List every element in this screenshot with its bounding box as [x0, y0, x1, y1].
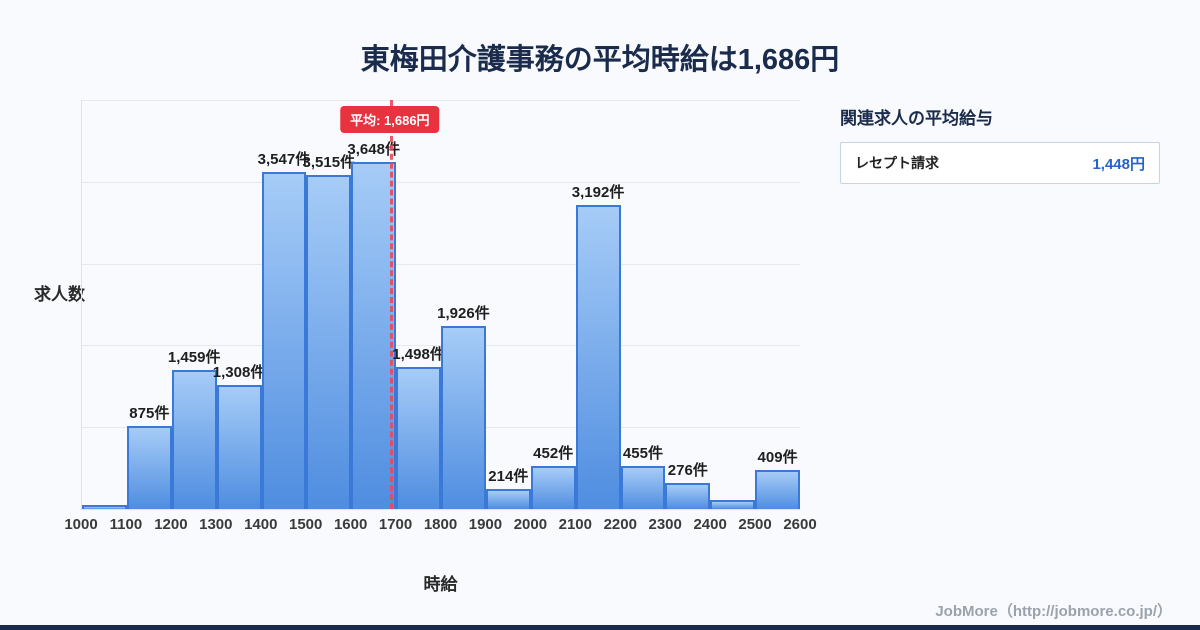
histogram-bar — [306, 174, 352, 509]
x-tick-label: 2200 — [603, 516, 637, 533]
histogram-bar — [126, 425, 172, 509]
histogram-bar — [530, 466, 576, 509]
x-tick-label: 2600 — [783, 516, 817, 533]
related-job-value: 1,448円 — [1092, 155, 1145, 173]
x-tick-label: 1500 — [289, 516, 323, 533]
x-axis-ticks: 1000 1100 1200 1300 1400 1500 1600 1700 1800 1900… — [64, 516, 816, 536]
bar-value-label: 1,498件 — [392, 345, 445, 363]
bar-value-label: 214件 — [488, 467, 529, 485]
x-tick-label: 2500 — [738, 516, 772, 533]
x-tick-label: 1900 — [468, 516, 503, 533]
histogram-bar — [575, 205, 621, 509]
plot-area: 平均: 1,686円 875件 1,459件 1,308件 3,547件 3,515件 3… — [81, 100, 800, 510]
bar-value-label: 3,547件 — [257, 150, 311, 168]
histogram-bar — [755, 470, 800, 509]
histogram-bar — [441, 325, 486, 509]
bar-value-label: 3,648件 — [347, 141, 400, 159]
bar-value-label: 276件 — [667, 461, 708, 479]
gridline — [82, 100, 800, 101]
bar-value-label: 452件 — [533, 445, 574, 463]
x-tick-label: 2100 — [558, 516, 592, 533]
histogram-bar — [82, 505, 127, 509]
side-panel-title: 関連求人の平均給与 — [840, 109, 993, 128]
bar-value-label: 1,459件 — [167, 349, 221, 367]
gridline — [82, 263, 800, 265]
average-badge: 平均: 1,686円 — [340, 106, 440, 133]
histogram-bar — [485, 488, 531, 509]
histogram-bar — [261, 171, 307, 509]
average-line — [389, 100, 393, 509]
page-title: 東梅田介護事務の平均時給は1,686円 — [360, 44, 840, 76]
x-tick-label: 1300 — [199, 516, 233, 533]
x-tick-label: 1200 — [154, 516, 188, 533]
histogram-bar — [396, 366, 441, 509]
bar-value-label: 3,515件 — [302, 153, 356, 171]
x-tick-label: 1700 — [378, 516, 413, 533]
bar-value-label: 1,926件 — [437, 304, 490, 322]
bar-value-label: 409件 — [757, 449, 798, 467]
gridline — [82, 181, 800, 183]
x-tick-label: 2000 — [513, 516, 548, 533]
x-tick-label: 1600 — [333, 516, 368, 533]
histogram-bar — [710, 499, 756, 509]
x-tick-label: 1800 — [423, 516, 458, 533]
x-tick-label: 1400 — [244, 516, 278, 533]
bar-value-label: 875件 — [129, 404, 170, 422]
histogram-bar — [216, 384, 262, 509]
y-axis-label: 求人数 — [34, 285, 85, 304]
bar-value-label: 1,308件 — [212, 363, 266, 381]
histogram-bar — [351, 162, 397, 509]
x-tick-label: 2300 — [648, 516, 682, 533]
x-tick-label: 1100 — [109, 516, 143, 533]
histogram-bar — [620, 465, 666, 509]
histogram-bar — [665, 482, 711, 509]
bottom-bar — [0, 625, 1200, 630]
related-job-row: レセプト請求 1,448円 — [840, 142, 1160, 184]
x-tick-label: 2400 — [693, 516, 727, 533]
related-job-label: レセプト請求 — [855, 155, 939, 171]
x-tick-label: 1000 — [64, 516, 98, 533]
bar-value-label: 3,192件 — [571, 184, 625, 202]
bar-value-label: 455件 — [622, 444, 663, 462]
footer-credit: JobMore（http://jobmore.co.jp/） — [935, 603, 1172, 620]
x-axis-label: 時給 — [423, 575, 458, 594]
histogram-bar — [171, 370, 217, 509]
